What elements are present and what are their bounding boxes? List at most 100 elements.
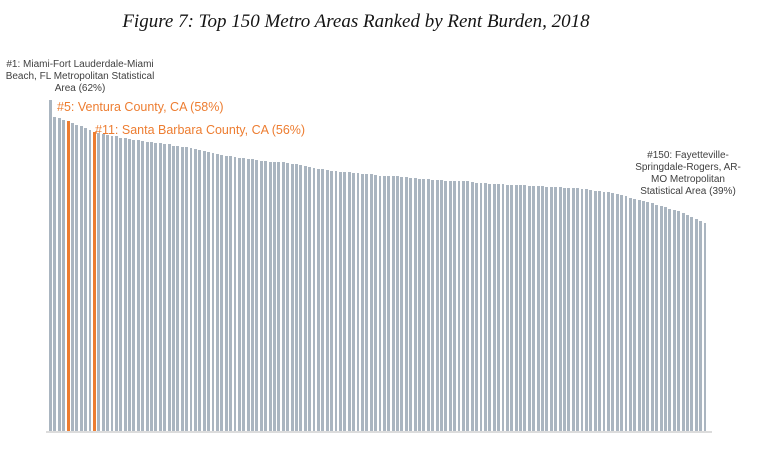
bar-rank-109 xyxy=(523,185,527,432)
bar-rank-50 xyxy=(264,161,268,432)
annotation-rank150-fayetteville: #150: Fayetteville- Springdale-Rogers, A… xyxy=(628,150,748,198)
bar-rank-79 xyxy=(391,176,395,432)
bar-rank-31 xyxy=(180,146,184,432)
bar-rank-62 xyxy=(316,168,320,432)
annotation-rank5-ventura: #5: Ventura County, CA (58%) xyxy=(57,100,224,114)
bar-rank-123 xyxy=(584,189,588,432)
bar-rank-19 xyxy=(128,138,131,432)
bar-rank-148 xyxy=(694,218,698,432)
bar-rank-43 xyxy=(233,157,237,432)
bar-rank-34 xyxy=(193,148,197,432)
bar-rank-32 xyxy=(185,147,189,432)
bar-rank-46 xyxy=(246,158,250,432)
bar-rank-136 xyxy=(642,201,645,432)
bar-rank-52 xyxy=(273,161,276,432)
bar-rank-58 xyxy=(299,165,303,432)
bar-rank-78 xyxy=(387,176,391,432)
bar-rank-14 xyxy=(106,134,109,432)
bar-rank-106 xyxy=(510,184,514,432)
bar-rank-23 xyxy=(145,141,149,432)
bar-rank-2 xyxy=(53,116,57,432)
bar-rank-124 xyxy=(589,190,593,432)
bar-rank-77 xyxy=(382,175,386,432)
bar-rank-18 xyxy=(123,138,127,432)
bar-rank-71 xyxy=(356,173,360,432)
bar-rank-82 xyxy=(404,177,408,432)
bar-rank-38 xyxy=(211,153,215,432)
annotation-rank150-line2: Springdale-Rogers, AR- xyxy=(635,162,741,173)
bar-rank-45 xyxy=(242,158,246,432)
annotation-rank1-line2: Beach, FL Metropolitan Statistical xyxy=(5,71,155,82)
bar-rank-29 xyxy=(172,145,175,432)
bar-rank-95 xyxy=(461,180,465,432)
bar-rank-127 xyxy=(602,191,606,432)
bar-rank-17 xyxy=(119,137,123,432)
bar-rank-80 xyxy=(396,176,399,432)
bar-rank-20 xyxy=(132,139,136,432)
bar-rank-89 xyxy=(435,180,439,432)
bar-rank-70 xyxy=(352,172,356,432)
bar-rank-108 xyxy=(519,185,522,432)
bar-rank-81 xyxy=(400,176,404,432)
bar-rank-132 xyxy=(624,195,628,432)
bar-rank-73 xyxy=(365,173,369,432)
bar-rank-115 xyxy=(549,186,553,432)
x-axis-baseline xyxy=(46,431,712,433)
bar-rank-100 xyxy=(483,183,487,432)
bar-rank-48 xyxy=(255,160,259,432)
bar-rank-55 xyxy=(286,162,290,432)
bar-rank-61 xyxy=(312,167,316,432)
bar-rank-49 xyxy=(259,160,263,432)
bar-rank-9 xyxy=(84,127,88,432)
bar-rank-113 xyxy=(541,186,544,432)
bar-rank-51 xyxy=(268,161,272,432)
bar-rank-114 xyxy=(545,186,549,432)
bar-rank-84 xyxy=(413,178,417,432)
bar-rank-12 xyxy=(97,133,101,432)
bar-rank-35 xyxy=(198,149,202,432)
bar-rank-30 xyxy=(176,146,180,432)
bar-rank-56 xyxy=(290,163,294,432)
bar-rank-69 xyxy=(347,172,351,432)
bar-rank-117 xyxy=(558,187,562,432)
bar-rank-86 xyxy=(422,179,426,432)
bar-rank-125 xyxy=(593,190,597,432)
bar-highlighted-rank-11 xyxy=(92,132,97,432)
bar-rank-118 xyxy=(563,187,566,432)
bar-rank-83 xyxy=(409,177,413,432)
annotation-rank150-line4: Statistical Area (39%) xyxy=(640,186,736,197)
annotation-rank11-santa-barbara: #11: Santa Barbara County, CA (56%) xyxy=(95,123,306,137)
annotation-rank1-miami: #1: Miami-Fort Lauderdale-Miami Beach, F… xyxy=(0,59,160,95)
figure-title: Figure 7: Top 150 Metro Areas Ranked by … xyxy=(122,11,590,32)
bar-rank-26 xyxy=(158,143,162,432)
bar-rank-129 xyxy=(611,193,615,432)
bar-rank-65 xyxy=(330,170,334,432)
annotation-rank1-line3: Area (62%) xyxy=(54,83,106,94)
bar-rank-119 xyxy=(567,187,571,432)
bar-rank-27 xyxy=(163,143,167,432)
bar-rank-21 xyxy=(136,140,140,432)
bar-rank-37 xyxy=(207,151,211,432)
bar-highlighted-rank-5 xyxy=(66,121,70,432)
bar-rank-91 xyxy=(444,180,448,432)
bar-rank-22 xyxy=(141,140,145,432)
bar-rank-15 xyxy=(110,135,114,432)
bar-rank-42 xyxy=(229,156,233,432)
bar-rank-8 xyxy=(79,126,83,432)
bar-rank-146 xyxy=(686,215,689,432)
bar-rank-128 xyxy=(606,192,610,432)
bar-rank-41 xyxy=(224,155,228,432)
bar-rank-7 xyxy=(75,124,79,432)
bar-rank-135 xyxy=(637,200,641,432)
bar-rank-126 xyxy=(598,191,602,432)
bar-rank-137 xyxy=(646,202,650,432)
bar-rank-39 xyxy=(215,154,219,432)
bar-rank-122 xyxy=(580,188,584,432)
bar-rank-149 xyxy=(699,221,703,432)
bar-rank-94 xyxy=(457,180,461,432)
bar-rank-36 xyxy=(202,150,206,432)
bar-rank-98 xyxy=(475,182,479,432)
bar-rank-72 xyxy=(360,173,364,432)
bar-rank-88 xyxy=(431,179,435,432)
